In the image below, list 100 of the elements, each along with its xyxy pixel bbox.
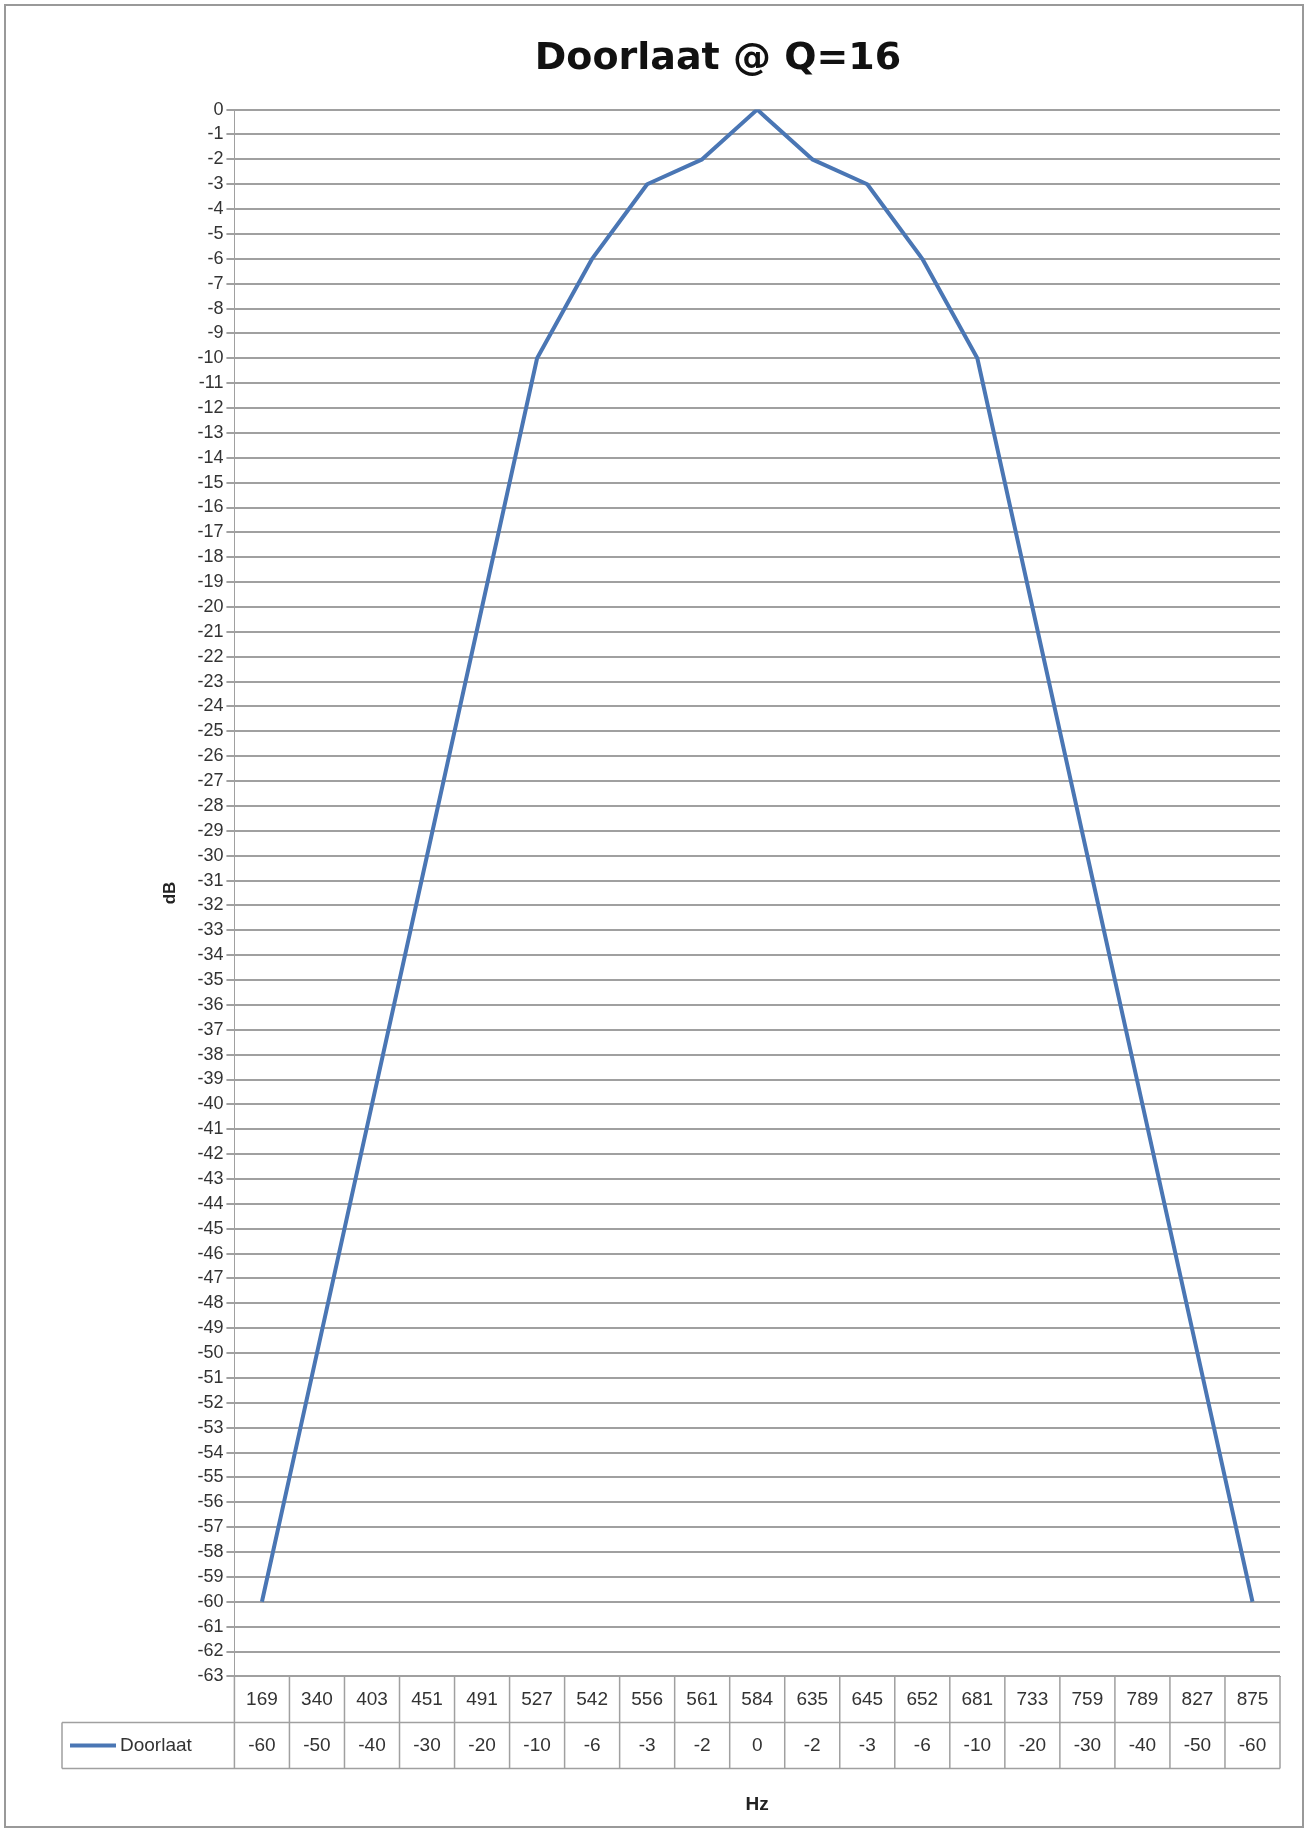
y-tick-label: -3: [207, 173, 224, 194]
y-tick-label: -8: [207, 297, 224, 318]
y-tick-label: -9: [207, 322, 224, 343]
y-tick-label: -57: [197, 1516, 224, 1537]
y-tick-label: -62: [197, 1640, 224, 1661]
y-tick-label: -24: [197, 695, 224, 716]
y-tick-label: -38: [197, 1043, 224, 1064]
y-tick-label: -41: [197, 1118, 224, 1139]
y-tick-label: -5: [207, 222, 224, 243]
y-tick-label: -48: [197, 1292, 224, 1313]
y-tick-label: -25: [197, 720, 224, 741]
data-label: -40: [1128, 1733, 1157, 1755]
y-tick-label: -47: [197, 1267, 224, 1288]
y-tick-label: -36: [197, 993, 224, 1014]
y-tick-label: -11: [198, 372, 224, 393]
x-tick-label: 733: [1016, 1688, 1049, 1710]
y-tick-label: -20: [197, 595, 224, 616]
y-tick-label: -18: [197, 546, 224, 567]
y-tick-label: -60: [197, 1590, 224, 1611]
y-tick-label: -31: [197, 869, 224, 890]
y-tick-label: -43: [197, 1167, 224, 1188]
y-tick-label: -16: [197, 496, 224, 517]
data-label: -10: [523, 1733, 551, 1755]
y-tick-label: -21: [197, 620, 224, 641]
data-label: -50: [303, 1733, 331, 1755]
data-label: -30: [1073, 1733, 1102, 1755]
y-tick-label: -53: [197, 1416, 224, 1437]
y-tick-label: -2: [207, 148, 224, 169]
x-axis-title: Hz: [745, 1792, 769, 1814]
x-tick-label: 403: [356, 1688, 388, 1710]
y-tick-label: -22: [197, 645, 224, 666]
x-tick-label: 542: [576, 1688, 608, 1710]
y-tick-label: -12: [197, 397, 224, 418]
y-tick-label: -6: [207, 247, 224, 268]
y-tick-label: -39: [197, 1068, 224, 1089]
y-axis-title: dB: [159, 881, 179, 905]
y-tick-label: -1: [207, 123, 224, 144]
y-tick-label: -13: [197, 421, 224, 442]
data-label: 0: [751, 1733, 763, 1755]
y-tick-label: -56: [197, 1491, 224, 1512]
x-tick-label: 169: [246, 1688, 278, 1710]
y-tick-label: -14: [197, 446, 224, 467]
x-tick-label: 491: [466, 1688, 498, 1710]
data-label: -60: [248, 1733, 276, 1755]
y-tick-label: -55: [197, 1466, 224, 1487]
y-tick-label: -44: [197, 1192, 224, 1213]
y-tick-label: -30: [197, 844, 224, 865]
y-tick-label: -50: [197, 1342, 224, 1363]
y-tick-label: -49: [197, 1317, 224, 1338]
y-tick-label: -26: [197, 745, 224, 766]
y-tick-label: -42: [197, 1143, 224, 1164]
y-tick-label: -7: [207, 272, 224, 293]
y-tick-label: -10: [197, 347, 224, 368]
data-label: -6: [583, 1733, 601, 1755]
x-tick-label: 681: [961, 1688, 994, 1710]
x-tick-label: 875: [1236, 1688, 1269, 1710]
y-tick-label: -23: [197, 670, 224, 691]
y-tick-label: -51: [197, 1366, 224, 1387]
x-tick-label: 556: [631, 1688, 663, 1710]
y-tick-label: -17: [197, 521, 224, 542]
legend-label: Doorlaat: [120, 1733, 193, 1755]
data-label: -3: [858, 1733, 876, 1755]
y-tick-label: -59: [197, 1565, 224, 1586]
y-tick-label: -34: [197, 944, 224, 965]
y-tick-label: -40: [197, 1093, 224, 1114]
y-tick-label: -15: [197, 471, 224, 492]
data-label: -2: [693, 1733, 711, 1755]
chart-title: Doorlaat @ Q=16: [534, 33, 902, 78]
y-tick-label: -4: [207, 198, 224, 219]
y-tick-label: -28: [197, 794, 224, 815]
data-label: -3: [638, 1733, 656, 1755]
x-tick-label: 759: [1071, 1688, 1104, 1710]
y-tick-label: -27: [197, 770, 224, 791]
y-tick-label: -45: [197, 1217, 224, 1238]
y-tick-label: -19: [197, 571, 224, 592]
y-tick-label: -29: [197, 819, 224, 840]
x-tick-label: 561: [686, 1688, 719, 1710]
y-tick-label: -32: [197, 894, 224, 915]
data-label: -60: [1238, 1733, 1267, 1755]
x-tick-label: 635: [796, 1688, 829, 1710]
data-label: -10: [963, 1733, 992, 1755]
y-tick-label: -61: [197, 1615, 224, 1636]
data-label: -50: [1183, 1733, 1212, 1755]
x-tick-label: 527: [521, 1688, 553, 1710]
x-tick-label: 340: [301, 1688, 333, 1710]
data-label: -6: [913, 1733, 931, 1755]
y-tick-label: -33: [197, 919, 224, 940]
y-tick-label: -63: [197, 1665, 224, 1686]
data-label: -40: [358, 1733, 386, 1755]
y-tick-label: -58: [197, 1541, 224, 1562]
data-label: -2: [803, 1733, 821, 1755]
x-tick-label: 451: [411, 1688, 443, 1710]
x-tick-label: 645: [851, 1688, 884, 1710]
y-tick-label: 0: [213, 98, 224, 119]
x-tick-label: 584: [741, 1688, 774, 1710]
y-tick-label: -52: [197, 1391, 224, 1412]
data-label: -30: [413, 1733, 441, 1755]
y-tick-label: -35: [197, 969, 224, 990]
y-tick-label: -37: [197, 1018, 224, 1039]
data-label: -20: [1018, 1733, 1047, 1755]
